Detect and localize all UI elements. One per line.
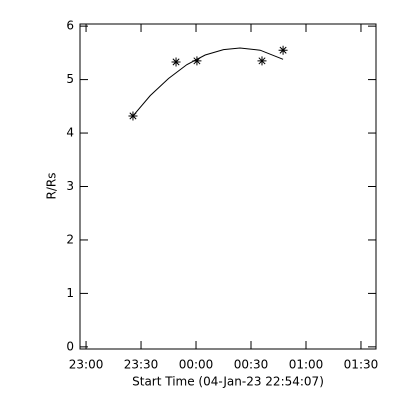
fit-curve: [132, 47, 284, 117]
x-tick-label: 00:30: [234, 358, 269, 372]
y-tick-label: 4: [66, 126, 74, 140]
y-tick-label: 2: [66, 232, 74, 246]
x-tick-label: 23:00: [69, 358, 104, 372]
x-tick-label: 23:30: [124, 358, 159, 372]
y-tick-label: 6: [66, 19, 74, 33]
y-tick-label: 1: [66, 286, 74, 300]
asterisk-marker: [128, 111, 138, 121]
x-tick-label: 00:00: [179, 358, 214, 372]
asterisk-marker: [192, 56, 202, 66]
y-tick-label: 0: [66, 339, 74, 353]
asterisk-marker: [278, 45, 288, 55]
x-axis-label: Start Time (04-Jan-23 22:54:07): [132, 375, 324, 389]
y-tick-label: 3: [66, 179, 74, 193]
asterisk-marker: [257, 56, 267, 66]
x-tick-label: 01:30: [344, 358, 379, 372]
y-axis-label: R/Rs: [45, 173, 59, 200]
x-tick-label: 01:00: [289, 358, 324, 372]
y-tick-label: 5: [66, 72, 74, 86]
asterisk-marker: [171, 57, 181, 67]
